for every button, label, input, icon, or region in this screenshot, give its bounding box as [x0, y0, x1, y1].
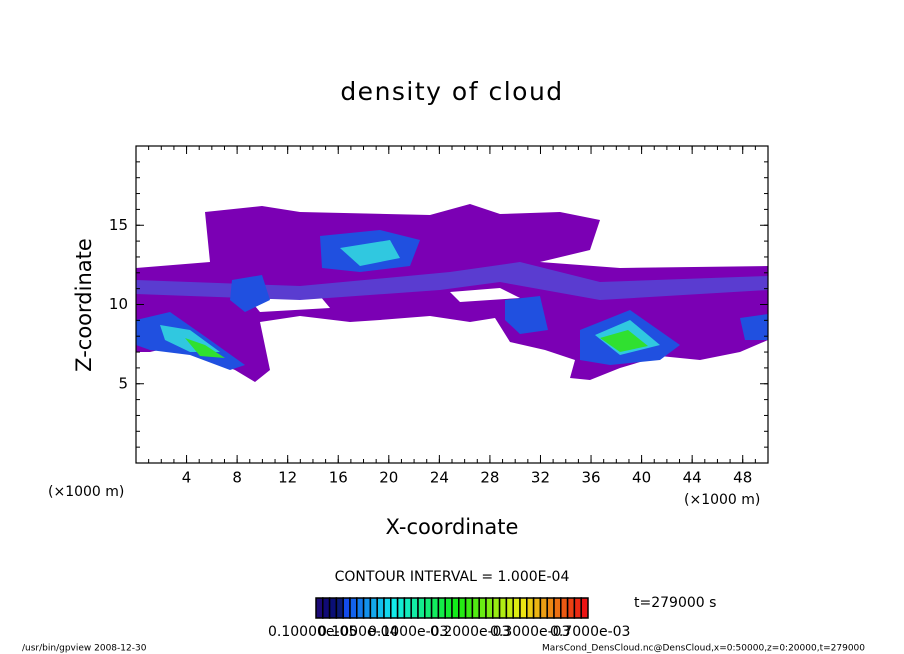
x-tick-label: 44: [683, 469, 702, 487]
x-tick-label: 32: [531, 469, 550, 487]
colorbar-label: 0.2000e-03: [430, 624, 510, 640]
colorbar-cell: [424, 597, 433, 619]
x-tick-label: 4: [182, 469, 192, 487]
colorbar-label: 0.1000e-03: [368, 624, 448, 640]
colorbar-cell: [458, 597, 467, 619]
colorbar-cell: [315, 597, 324, 619]
colorbar-cell: [444, 597, 453, 619]
colorbar-cell: [403, 597, 412, 619]
colorbar-cell: [573, 597, 582, 619]
x-tick-label: 16: [329, 469, 348, 487]
x-tick-label: 24: [430, 469, 449, 487]
colorbar-cell: [430, 597, 440, 619]
colorbar-label: 0.1000e-04: [318, 624, 399, 640]
colorbar-cell: [437, 597, 446, 619]
contour-interval: CONTOUR INTERVAL = 1.000E-04: [335, 569, 570, 585]
footer-right: MarsCond_DensCloud.nc@DensCloud,x=0:5000…: [542, 644, 865, 654]
colorbar-cell: [356, 597, 365, 619]
colorbar-cell: [539, 597, 548, 619]
colorbar-cell: [322, 597, 331, 619]
y-tick-label: 5: [118, 374, 128, 392]
colorbar-cell: [580, 597, 589, 619]
colorbar-label: 0.3000e-03: [490, 624, 570, 640]
colorbar-cell: [485, 597, 494, 619]
x-tick-label: 20: [379, 469, 398, 487]
time-label: t=279000 s: [634, 595, 716, 611]
colorbar-cell: [498, 597, 508, 619]
colorbar-cell: [492, 597, 501, 619]
y-tick-label: 15: [109, 216, 128, 234]
contour-field: [136, 204, 768, 382]
colorbar-cell: [478, 597, 487, 619]
y-unit: (×1000 m): [48, 484, 124, 500]
colorbar-cell: [369, 597, 378, 619]
x-tick-label: 28: [480, 469, 499, 487]
colorbar-label: 0.10000e-05: [268, 624, 357, 640]
x-tick-label: 36: [581, 469, 600, 487]
colorbar-cell: [512, 597, 521, 619]
footer-left: /usr/bin/gpview 2008-12-30: [22, 644, 147, 654]
colorbar: 0.10000e-050.1000e-040.1000e-030.2000e-0…: [268, 597, 630, 640]
x-tick-label: 8: [232, 469, 242, 487]
colorbar-frame: [315, 597, 589, 619]
colorbar-cell: [464, 597, 474, 619]
colorbar-cell: [519, 597, 528, 619]
colorbar-cell: [383, 597, 392, 619]
colorbar-cell: [335, 597, 344, 619]
colorbar-cell: [532, 597, 542, 619]
colorbar-cell: [376, 597, 385, 619]
x-tick-label: 12: [278, 469, 297, 487]
y-axis-label: Z-coordinate: [72, 238, 96, 372]
colorbar-cell: [451, 597, 460, 619]
colorbar-cell: [396, 597, 406, 619]
colorbar-cell: [342, 597, 351, 619]
x-tick-label: 48: [733, 469, 752, 487]
colorbar-cell: [410, 597, 419, 619]
x-axis-label: X-coordinate: [386, 515, 519, 539]
colorbar-cell: [362, 597, 372, 619]
x-tick-label: 40: [632, 469, 651, 487]
colorbar-cell: [349, 597, 358, 619]
y-tick-label: 10: [109, 295, 128, 313]
colorbar-cell: [390, 597, 399, 619]
colorbar-cell: [566, 597, 576, 619]
colorbar-cell: [417, 597, 426, 619]
colorbar-label: 0.7000e-03: [550, 624, 630, 640]
colorbar-cell: [553, 597, 562, 619]
colorbar-cell: [560, 597, 569, 619]
colorbar-cell: [328, 597, 338, 619]
colorbar-cell: [471, 597, 480, 619]
x-unit: (×1000 m): [684, 492, 760, 508]
colorbar-cell: [546, 597, 555, 619]
colorbar-cell: [505, 597, 514, 619]
colorbar-cell: [526, 597, 535, 619]
chart-title: density of cloud: [340, 77, 563, 106]
